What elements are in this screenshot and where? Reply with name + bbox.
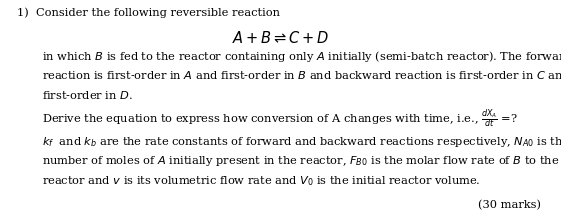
Text: reaction is first-order in $A$ and first-order in $B$ and backward reaction is f: reaction is first-order in $A$ and first… [42,69,561,81]
Text: Derive the equation to express how conversion of A changes with time, i.e., $\fr: Derive the equation to express how conve… [42,107,518,130]
Text: reactor and $v$ is its volumetric flow rate and $V_0$ is the initial reactor vol: reactor and $v$ is its volumetric flow r… [42,174,481,188]
Text: first-order in $D$.: first-order in $D$. [42,89,133,101]
Text: in which $B$ is fed to the reactor containing only $A$ initially (semi-batch rea: in which $B$ is fed to the reactor conta… [42,49,561,64]
Text: 1)  Consider the following reversible reaction: 1) Consider the following reversible rea… [17,8,280,18]
Text: $A + B \rightleftharpoons C + D$: $A + B \rightleftharpoons C + D$ [232,30,329,46]
Text: $k_f$  and $k_b$ are the rate constants of forward and backward reactions respec: $k_f$ and $k_b$ are the rate constants o… [42,135,561,149]
Text: number of moles of $A$ initially present in the reactor, $F_{B0}$ is the molar f: number of moles of $A$ initially present… [42,154,559,168]
Text: (30 marks): (30 marks) [479,200,541,211]
